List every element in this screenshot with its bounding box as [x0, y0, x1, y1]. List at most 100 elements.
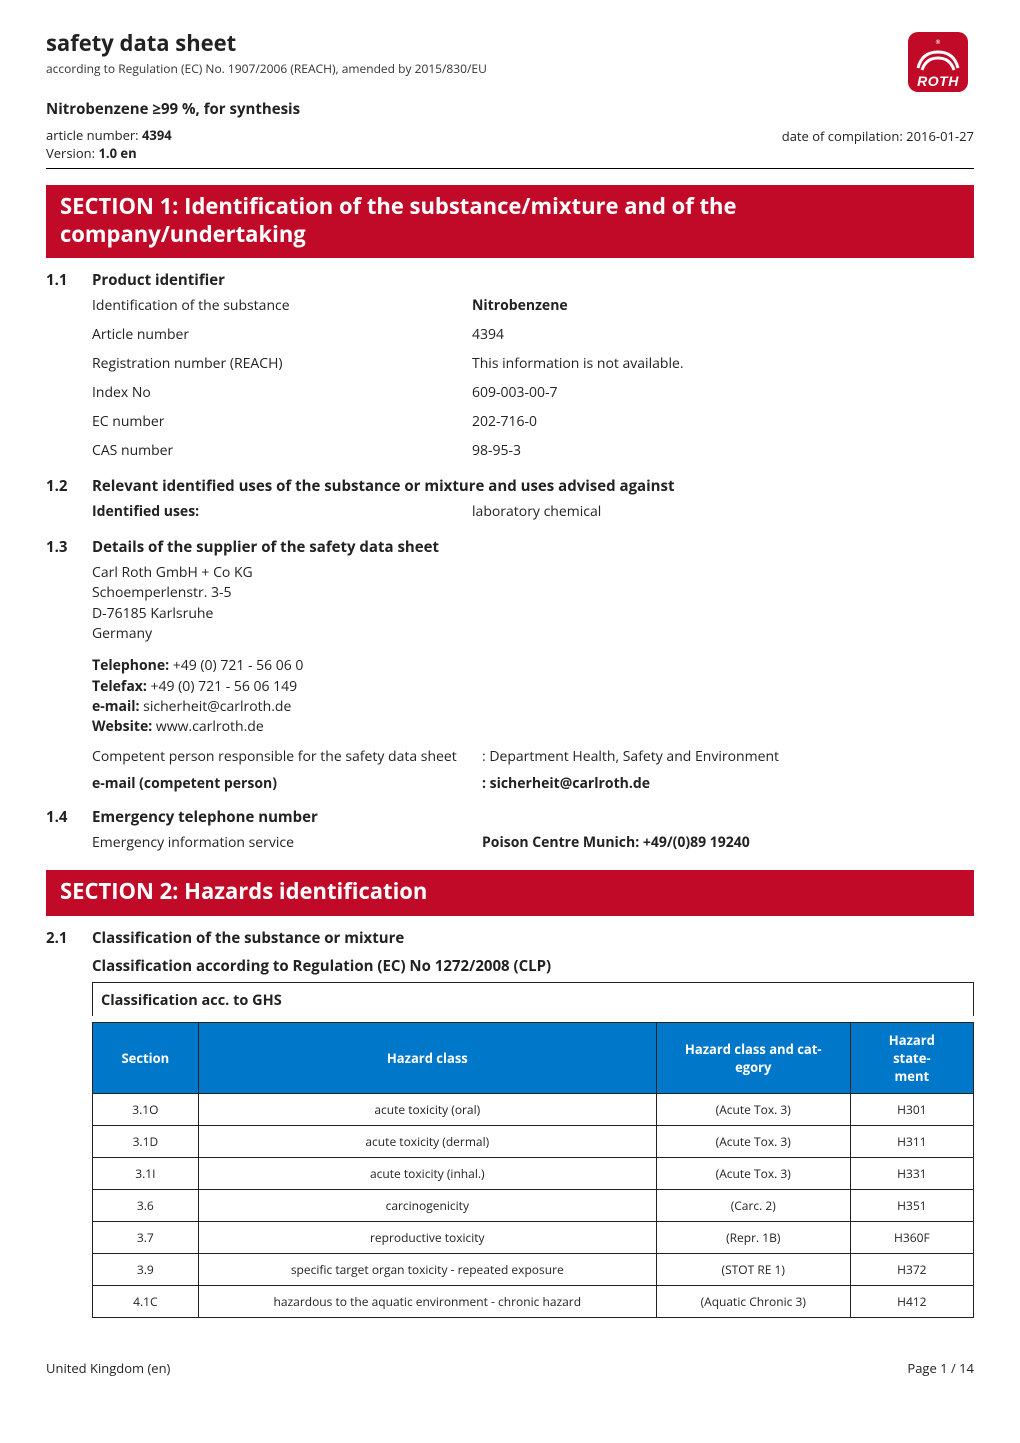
telefax-value: +49 (0) 721 - 56 06 149	[147, 677, 297, 696]
table-cell: H331	[850, 1157, 973, 1189]
section-2-1: 2.1 Classification of the substance or m…	[46, 928, 974, 1318]
kv-value: This information is not available.	[472, 354, 974, 373]
competent-email-label: e-mail (competent person)	[92, 774, 472, 793]
ghs-table-container: Classification acc. to GHS	[92, 982, 974, 1016]
table-cell: 3.7	[93, 1221, 199, 1253]
table-row: 3.1Oacute toxicity (oral)(Acute Tox. 3)H…	[93, 1093, 974, 1125]
email-label: e-mail:	[92, 697, 140, 716]
section-2-1-title: Classification of the substance or mixtu…	[92, 928, 974, 948]
kv-key: EC number	[92, 412, 452, 431]
table-cell: (STOT RE 1)	[656, 1253, 850, 1285]
website-label: Website:	[92, 717, 152, 736]
telefax-label: Telefax:	[92, 677, 147, 696]
table-cell: H311	[850, 1125, 973, 1157]
section-1-3: 1.3 Details of the supplier of the safet…	[46, 537, 974, 801]
table-header-cell: Hazard class	[198, 1022, 656, 1093]
kv-value: 202-716-0	[472, 412, 974, 431]
email-value: sicherheit@carlroth.de	[140, 697, 292, 716]
table-cell: 4.1C	[93, 1285, 199, 1317]
table-cell: acute toxicity (dermal)	[198, 1125, 656, 1157]
header-meta-row: article number: 4394 Version: 1.0 en dat…	[46, 127, 974, 162]
website-value: www.carlroth.de	[152, 717, 263, 736]
version-label: Version:	[46, 144, 95, 162]
telephone-value: +49 (0) 721 - 56 06 0	[169, 656, 303, 675]
section-1-4: 1.4 Emergency telephone number Emergency…	[46, 807, 974, 860]
document-title: safety data sheet	[46, 28, 974, 58]
page-footer: United Kingdom (en) Page 1 / 14	[46, 1352, 974, 1377]
section-number: 2.1	[46, 928, 92, 1318]
table-cell: (Repr. 1B)	[656, 1221, 850, 1253]
svg-text:ROTH: ROTH	[917, 73, 959, 89]
supplier-address: Carl Roth GmbH + Co KG Schoemperlenstr. …	[92, 563, 974, 644]
supplier-contact: Telephone: +49 (0) 721 - 56 06 0 Telefax…	[92, 656, 974, 737]
kv-value: 4394	[472, 325, 974, 344]
table-cell: 3.1I	[93, 1157, 199, 1189]
section-number: 1.4	[46, 807, 92, 860]
section-1-3-title: Details of the supplier of the safety da…	[92, 537, 974, 557]
addr-line: Carl Roth GmbH + Co KG	[92, 563, 253, 582]
article-number: 4394	[142, 126, 172, 144]
emergency-service-label: Emergency information service	[92, 833, 472, 852]
table-cell: H301	[850, 1093, 973, 1125]
table-cell: (Carc. 2)	[656, 1189, 850, 1221]
kv-value: 98-95-3	[472, 441, 974, 460]
section-1-4-title: Emergency telephone number	[92, 807, 974, 827]
compilation-date: 2016-01-27	[906, 127, 974, 145]
table-cell: reproductive toxicity	[198, 1221, 656, 1253]
kv-key: CAS number	[92, 441, 452, 460]
product-name: Nitrobenzene ≥99 %, for synthesis	[46, 99, 974, 119]
competent-person-value: : Department Health, Safety and Environm…	[482, 747, 974, 766]
table-cell: 3.6	[93, 1189, 199, 1221]
table-cell: (Acute Tox. 3)	[656, 1125, 850, 1157]
table-cell: 3.1D	[93, 1125, 199, 1157]
svg-text:®: ®	[936, 39, 941, 46]
identified-uses-label: Identified uses:	[92, 502, 452, 521]
section-1-2: 1.2 Relevant identified uses of the subs…	[46, 476, 974, 531]
table-cell: H412	[850, 1285, 973, 1317]
table-cell: carcinogenicity	[198, 1189, 656, 1221]
table-header-cell: Section	[93, 1022, 199, 1093]
footer-left: United Kingdom (en)	[46, 1359, 170, 1377]
table-header-cell: Hazard class and cat-egory	[656, 1022, 850, 1093]
header-rule	[46, 168, 974, 169]
table-cell: specific target organ toxicity - repeate…	[198, 1253, 656, 1285]
table-cell: H372	[850, 1253, 973, 1285]
section-1-2-title: Relevant identified uses of the substanc…	[92, 476, 974, 496]
compilation-label: date of compilation:	[782, 127, 903, 145]
competent-person-label: Competent person responsible for the saf…	[92, 747, 472, 766]
ghs-classification-table: SectionHazard classHazard class and cat-…	[92, 1022, 974, 1318]
article-number-label: article number:	[46, 126, 139, 144]
section-2-1-subline: Classification according to Regulation (…	[92, 956, 974, 976]
telephone-label: Telephone:	[92, 656, 169, 675]
section-1-1: 1.1 Product identifier Identification of…	[46, 270, 974, 470]
addr-line: Schoemperlenstr. 3-5	[92, 583, 232, 602]
ghs-table-title: Classification acc. to GHS	[93, 983, 973, 1016]
table-row: 3.7reproductive toxicity(Repr. 1B)H360F	[93, 1221, 974, 1253]
section-number: 1.1	[46, 270, 92, 470]
document-subtitle: according to Regulation (EC) No. 1907/20…	[46, 60, 974, 77]
table-row: 3.6carcinogenicity(Carc. 2)H351	[93, 1189, 974, 1221]
brand-logo: ® ROTH	[902, 26, 974, 98]
section-2-banner: SECTION 2: Hazards identification	[46, 870, 974, 916]
kv-value: 609-003-00-7	[472, 383, 974, 402]
identified-uses-value: laboratory chemical	[472, 502, 974, 521]
competent-email-value: : sicherheit@carlroth.de	[482, 774, 974, 793]
footer-right: Page 1 / 14	[907, 1359, 974, 1377]
table-cell: 3.9	[93, 1253, 199, 1285]
section-1-banner: SECTION 1: Identification of the substan…	[46, 185, 974, 258]
kv-key: Article number	[92, 325, 452, 344]
table-header-cell: Hazardstate-ment	[850, 1022, 973, 1093]
table-cell: H360F	[850, 1221, 973, 1253]
kv-key: Index No	[92, 383, 452, 402]
kv-value: Nitrobenzene	[472, 296, 974, 315]
kv-key: Identification of the substance	[92, 296, 452, 315]
table-cell: hazardous to the aquatic environment - c…	[198, 1285, 656, 1317]
table-cell: acute toxicity (oral)	[198, 1093, 656, 1125]
table-row: 3.9specific target organ toxicity - repe…	[93, 1253, 974, 1285]
table-row: 4.1Chazardous to the aquatic environment…	[93, 1285, 974, 1317]
version-value: 1.0 en	[98, 144, 136, 162]
table-row: 3.1Dacute toxicity (dermal)(Acute Tox. 3…	[93, 1125, 974, 1157]
table-cell: acute toxicity (inhal.)	[198, 1157, 656, 1189]
table-row: 3.1Iacute toxicity (inhal.)(Acute Tox. 3…	[93, 1157, 974, 1189]
addr-line: D-76185 Karlsruhe	[92, 604, 213, 623]
